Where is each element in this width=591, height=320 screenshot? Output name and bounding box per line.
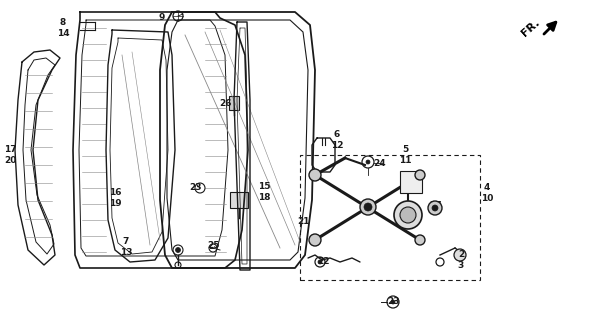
Bar	[400, 171, 422, 193]
Circle shape	[428, 201, 442, 215]
Text: FR.: FR.	[520, 17, 542, 39]
Text: 9: 9	[159, 13, 165, 22]
Text: 16
19: 16 19	[109, 188, 121, 208]
Text: 8
14: 8 14	[57, 18, 69, 38]
Circle shape	[360, 199, 376, 215]
Circle shape	[309, 169, 321, 181]
Text: 25: 25	[207, 241, 219, 250]
Text: 21: 21	[297, 218, 309, 227]
Text: 1: 1	[405, 179, 411, 188]
Text: 23: 23	[387, 298, 400, 307]
Text: 26: 26	[220, 99, 232, 108]
Circle shape	[318, 260, 322, 264]
Circle shape	[415, 170, 425, 180]
Bar	[230, 192, 248, 208]
Text: 4
10: 4 10	[481, 183, 493, 203]
Text: 5
11: 5 11	[399, 145, 411, 165]
Text: 23: 23	[190, 183, 202, 193]
Text: 22: 22	[317, 258, 329, 267]
Circle shape	[454, 249, 466, 261]
Circle shape	[391, 300, 395, 304]
Circle shape	[176, 247, 180, 252]
Text: 15
18: 15 18	[258, 182, 270, 202]
Circle shape	[394, 201, 422, 229]
Text: 24: 24	[374, 158, 387, 167]
Text: 27: 27	[430, 201, 442, 210]
Circle shape	[364, 203, 372, 211]
Bar	[229, 96, 239, 110]
Circle shape	[432, 205, 438, 211]
Text: 7
13: 7 13	[120, 237, 132, 257]
Circle shape	[400, 207, 416, 223]
Text: 2
3: 2 3	[458, 250, 464, 270]
Circle shape	[366, 160, 370, 164]
Circle shape	[415, 235, 425, 245]
Bar	[300, 155, 480, 280]
Circle shape	[309, 234, 321, 246]
Text: 17
20: 17 20	[4, 145, 17, 165]
Text: 6
12: 6 12	[331, 130, 343, 150]
